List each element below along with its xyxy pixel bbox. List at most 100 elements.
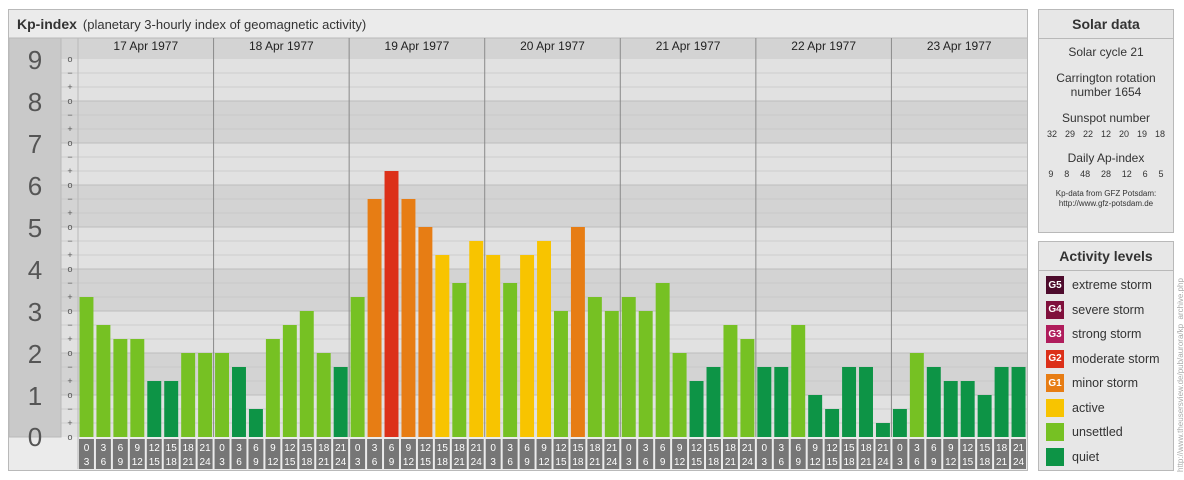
hour-cell	[909, 439, 925, 469]
kp-bar	[537, 240, 551, 437]
hour-cell	[519, 439, 535, 469]
activity-level-swatch: G2	[1046, 349, 1064, 368]
activity-level-label: minor storm	[1072, 376, 1138, 391]
kp-bar	[486, 255, 501, 437]
hour-label-start: 0	[897, 443, 903, 454]
hour-label-start: 9	[677, 443, 683, 454]
y-minor-tick-label: o	[67, 222, 72, 232]
kp-bar	[503, 282, 518, 437]
y-minor-tick-label: −	[67, 236, 72, 246]
hour-label-end: 21	[318, 457, 330, 468]
hour-label-end: 12	[267, 457, 279, 468]
hour-label-end: 15	[149, 457, 161, 468]
hour-label-end: 3	[762, 457, 768, 468]
hour-cell	[367, 439, 383, 469]
hour-cell	[994, 439, 1010, 469]
hour-label-start: 0	[355, 443, 361, 454]
hour-label-end: 18	[166, 457, 178, 468]
hour-cell	[841, 439, 857, 469]
kp-bar	[384, 171, 399, 437]
activity-level-item: quiet	[1039, 445, 1173, 470]
kp-bar	[604, 311, 619, 437]
hour-cell	[756, 439, 772, 469]
activity-level-label: strong storm	[1072, 327, 1142, 342]
kp-bar	[587, 297, 602, 437]
hour-cell	[129, 439, 145, 469]
hour-cell	[299, 439, 315, 469]
activity-level-label: severe storm	[1072, 302, 1145, 317]
chart-title: Kp-index (planetary 3-hourly index of geo…	[9, 10, 366, 38]
kp-bar	[706, 366, 721, 437]
activity-level-item: active	[1039, 396, 1173, 421]
kp-bar	[130, 339, 145, 437]
hour-label-end: 6	[778, 457, 784, 468]
hour-cell	[434, 439, 450, 469]
hour-label-start: 21	[606, 443, 618, 454]
y-minor-tick-label: +	[67, 292, 72, 302]
y-minor-tick-label: o	[67, 306, 72, 316]
activity-level-label: extreme storm	[1072, 278, 1152, 293]
hour-cell	[553, 439, 569, 469]
kp-bar	[181, 353, 196, 437]
y-tick-label: 9	[28, 45, 42, 75]
site-credit-text[interactable]: http://www.theusersview.de/pub/aurora/kp…	[1176, 278, 1184, 472]
solar-data-title: Solar data	[1039, 10, 1173, 39]
kp-bar	[299, 311, 314, 437]
hour-label-start: 9	[135, 443, 141, 454]
activity-level-swatch	[1046, 398, 1064, 417]
site-credit: http://www.theusersview.de/pub/aurora/kp…	[1176, 240, 1184, 472]
y-tick-label: 8	[28, 87, 42, 117]
hour-label-end: 3	[490, 457, 496, 468]
hour-cell	[1011, 439, 1026, 469]
kp-bar	[147, 381, 162, 437]
kp-bar	[638, 311, 653, 437]
hour-cell	[316, 439, 332, 469]
day-label: 17 Apr 1977	[113, 39, 178, 53]
hour-label-start: 18	[318, 443, 330, 454]
kp-band	[61, 143, 1027, 185]
activity-levels-box: Activity levels G5 extreme storm G4 severe …	[1038, 241, 1174, 471]
y-minor-tick-label: −	[67, 194, 72, 204]
hour-cell	[112, 439, 128, 469]
hour-label-start: 18	[996, 443, 1008, 454]
hour-cell	[333, 439, 349, 469]
y-minor-tick-label: o	[67, 432, 72, 442]
hour-label-end: 12	[810, 457, 822, 468]
hour-cell	[417, 439, 433, 469]
sunspot-values: 32 29 22 12 20 19 18	[1039, 129, 1173, 139]
activity-level-label: unsettled	[1072, 425, 1123, 440]
kp-bar	[164, 381, 179, 437]
hour-label-end: 6	[643, 457, 649, 468]
hour-label-start: 9	[948, 443, 954, 454]
hour-label-start: 6	[931, 443, 937, 454]
y-minor-tick-label: +	[67, 334, 72, 344]
chart-title-main: Kp-index	[17, 16, 77, 32]
kp-bar	[825, 408, 840, 437]
hour-label-start: 9	[270, 443, 276, 454]
hour-label-start: 15	[708, 443, 720, 454]
hour-label-end: 6	[507, 457, 513, 468]
solar-data-box: Solar data Solar cycle 21 Carrington rot…	[1038, 9, 1174, 233]
hour-label-end: 24	[335, 457, 347, 468]
hour-label-start: 21	[335, 443, 347, 454]
hour-label-start: 18	[183, 443, 195, 454]
kp-bar	[554, 311, 568, 437]
hour-label-end: 24	[1013, 457, 1025, 468]
activity-level-swatch: G5	[1046, 276, 1064, 295]
kp-bar	[994, 366, 1009, 437]
hour-label-start: 21	[1013, 443, 1025, 454]
hour-label-start: 9	[406, 443, 412, 454]
ap-value: 5	[1158, 169, 1164, 179]
hour-label-end: 18	[708, 457, 720, 468]
hour-label-end: 18	[572, 457, 584, 468]
source-link[interactable]: http://www.gfz-potsdam.de	[1058, 199, 1154, 208]
sunspot-title: Sunspot number	[1061, 111, 1151, 125]
y-tick-label: 7	[28, 129, 42, 159]
kp-bar	[842, 366, 857, 437]
kp-bar	[452, 282, 467, 437]
hour-cell	[943, 439, 959, 469]
hour-cell	[689, 439, 705, 469]
kp-bar	[232, 366, 246, 437]
kp-bar	[79, 297, 94, 437]
kp-bar	[570, 227, 585, 437]
